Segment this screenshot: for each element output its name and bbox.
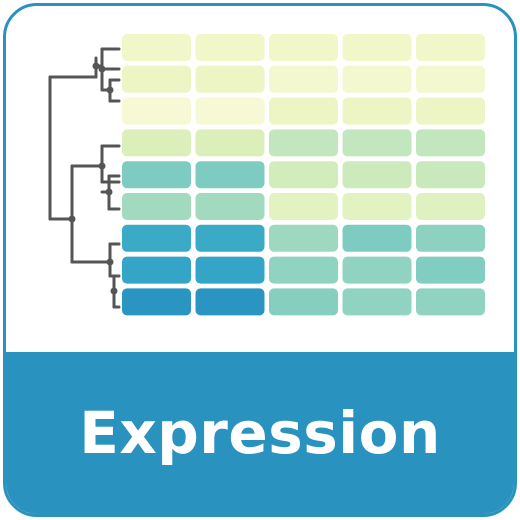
heatmap-cell [342,256,412,284]
heatmap-cell [269,97,338,125]
heatmap-cell [195,224,265,252]
heatmap-cell [122,161,191,189]
heatmap-cell [195,34,265,61]
heatmap-cell [342,34,412,61]
heatmap-cell [269,161,338,189]
heatmap-cell [195,161,265,189]
heatmap-cell [269,224,338,252]
heatmap-cell [122,256,191,284]
heatmap-cell [342,97,412,125]
heatmap-cell [342,65,412,93]
heatmap-cell [416,129,485,157]
heatmap-cell [122,193,191,220]
dendrogram-node [68,215,76,223]
expression-label: Expression [79,399,441,467]
heatmap-cell [416,34,485,61]
heatmap-cell [342,288,412,316]
heatmap-cell [416,288,485,316]
heatmap-cell [416,256,485,284]
heatmap-cell [269,65,338,93]
heatmap-cell [122,65,191,93]
dendrogram-node [105,188,113,196]
dendrogram-node [92,62,100,70]
heatmap-cell [195,288,265,316]
heatmap-cell [122,288,191,316]
heatmap-cell [122,97,191,125]
heatmap-cell [195,65,265,93]
heatmap-cell [269,129,338,157]
heatmap-grid [122,34,485,316]
heatmap-cell [195,129,265,157]
dendrogram-node [110,287,118,295]
label-banner: Expression [6,352,514,514]
dendrogram-node [98,162,106,170]
heatmap-cell [195,193,265,220]
heatmap-cell [122,34,191,61]
heatmap-cell [269,288,338,316]
expression-tile[interactable]: Expression [3,3,517,517]
heatmap-cell [342,129,412,157]
heatmap-cell [122,224,191,252]
heatmap-cell [122,129,191,157]
dendrogram-tree [48,47,121,309]
heatmap-cell [416,193,485,220]
dendrogram-node [106,258,114,266]
heatmap-cell [269,34,338,61]
heatmap-cell [269,193,338,220]
heatmap-cell [342,224,412,252]
heatmap-cell [416,65,485,93]
heatmap-cell [269,256,338,284]
heatmap-cell [342,193,412,220]
heatmap-cell [342,161,412,189]
heatmap-cell [195,256,265,284]
heatmap-cell [416,97,485,125]
dendrogram-node [98,65,106,73]
heatmap-cell [416,224,485,252]
heatmap-cell [416,161,485,189]
heatmap-illustration [48,34,485,316]
dendrogram-node [106,86,114,94]
heatmap-cell [195,97,265,125]
